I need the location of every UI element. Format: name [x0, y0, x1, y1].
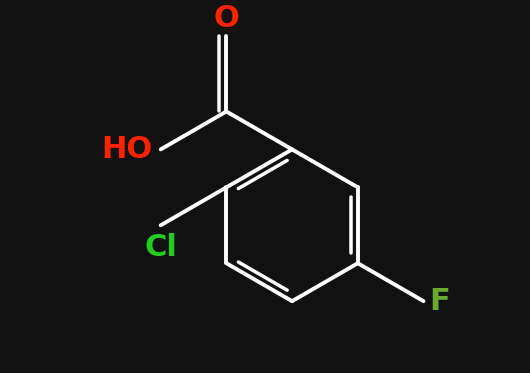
Text: HO: HO — [101, 135, 153, 164]
Text: O: O — [214, 4, 240, 33]
Text: F: F — [429, 287, 449, 316]
Text: Cl: Cl — [144, 233, 177, 263]
